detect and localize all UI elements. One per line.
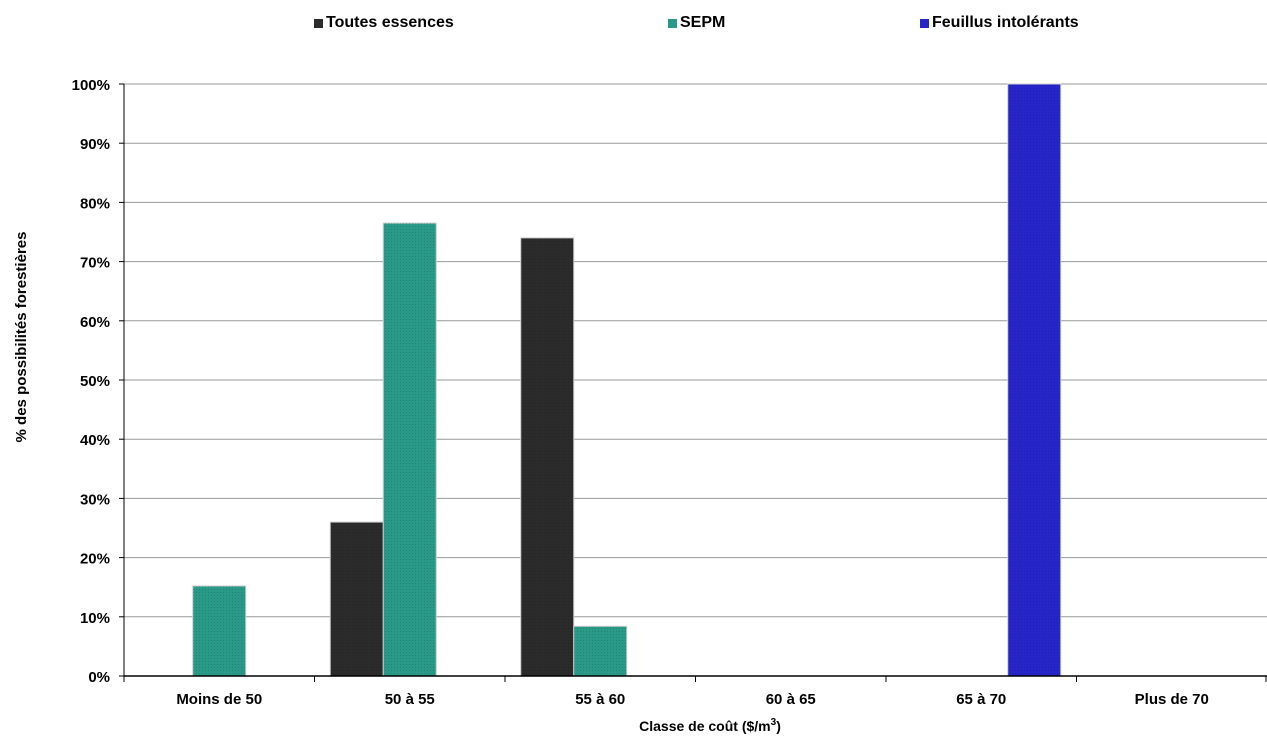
y-tick-label: 50% — [80, 373, 110, 390]
x-axis-label-main: Classe de coût ($/m — [639, 718, 771, 734]
legend-swatch-toutes-essences — [314, 18, 323, 28]
y-tick-labels: 0% 10% 20% 30% 40% 50% 60% 70% 80% 90% 100% — [72, 77, 124, 686]
x-tick-label: 65 à 70 — [956, 691, 1006, 708]
y-tick-label: 90% — [80, 136, 110, 153]
bar-texture — [383, 223, 437, 676]
bar-texture — [573, 626, 627, 676]
y-tick-label: 100% — [72, 77, 110, 94]
gridlines — [124, 83, 1267, 618]
legend-item-sepm: SEPM — [668, 14, 725, 32]
legend-swatch-feuillus-intolerants — [920, 18, 929, 28]
y-tick-label: 60% — [80, 314, 110, 331]
bar-texture — [192, 586, 246, 676]
bars — [192, 83, 1062, 677]
x-tick-label: 60 à 65 — [766, 691, 816, 708]
legend-label-toutes-essences: Toutes essences — [326, 14, 454, 31]
x-tick-label: Plus de 70 — [1135, 691, 1209, 708]
bar-texture — [330, 522, 384, 676]
x-tick-label: 55 à 60 — [575, 691, 625, 708]
x-axis-label: Classe de coût ($/m3) — [639, 717, 781, 734]
x-axis-label-sup: 3 — [771, 717, 777, 728]
y-tick-label: 20% — [80, 551, 110, 568]
y-axis-label: % des possibilités forestières — [13, 232, 30, 443]
y-tick-label: 40% — [80, 432, 110, 449]
legend-label-sepm: SEPM — [680, 14, 726, 31]
y-tick-label: 80% — [80, 195, 110, 212]
x-tick-label: Moins de 50 — [176, 691, 262, 708]
y-tick-label: 70% — [80, 255, 110, 272]
y-tick-label: 0% — [88, 669, 110, 686]
y-tick-label: 30% — [80, 491, 110, 508]
x-tick-labels: Moins de 50 50 à 55 55 à 60 60 à 65 65 à 70 P… — [123, 676, 1267, 708]
legend-item-toutes-essences: Toutes essences — [314, 14, 454, 32]
bar-texture — [520, 237, 574, 677]
bar-texture — [1007, 84, 1061, 676]
legend-item-feuillus-intolerants: Feuillus intolérants — [920, 14, 1079, 32]
x-axis-label-end: ) — [776, 718, 781, 734]
x-tick-label: 50 à 55 — [385, 691, 435, 708]
legend: Toutes essences SEPM Feuillus intolérant… — [0, 14, 1267, 38]
y-tick-label: 10% — [80, 610, 110, 627]
legend-swatch-sepm — [668, 18, 677, 28]
legend-label-feuillus-intolerants: Feuillus intolérants — [932, 14, 1079, 31]
